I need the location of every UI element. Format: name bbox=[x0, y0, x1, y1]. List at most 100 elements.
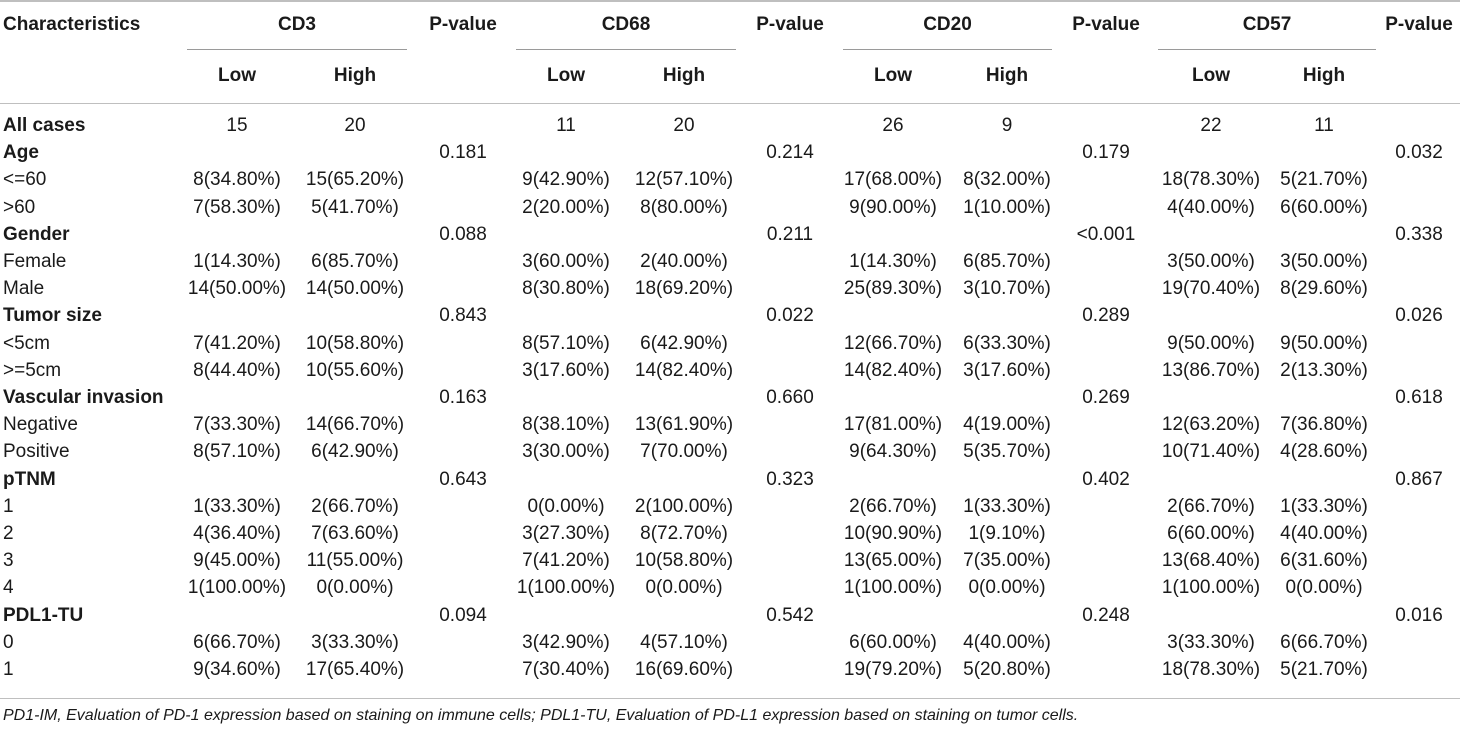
table-cell: 1(14.30%) bbox=[849, 251, 937, 272]
table-cell: 0(0.00%) bbox=[1285, 577, 1363, 599]
table-cell: 14(66.70%) bbox=[305, 414, 405, 436]
pvalue-cell: 0.867 bbox=[1395, 468, 1443, 490]
table-cell: 0(0.00%) bbox=[316, 577, 394, 599]
table-cell: 3(50.00%) bbox=[1167, 251, 1255, 272]
table-cell: 8(72.70%) bbox=[640, 523, 728, 544]
row-label: 3 bbox=[3, 550, 14, 572]
table-cell: 3(33.30%) bbox=[1167, 631, 1255, 653]
table-cell: 4(36.40%) bbox=[193, 523, 281, 544]
table-cell: 0(0.00%) bbox=[527, 495, 605, 517]
top-rule bbox=[0, 0, 1460, 2]
table-cell: 6(42.90%) bbox=[311, 441, 399, 463]
table-cell: 9 bbox=[1001, 115, 1013, 136]
table-cell: 1(33.30%) bbox=[963, 495, 1051, 517]
header-group-cd68: CD68 bbox=[601, 14, 651, 35]
header-pvalue-cd57: P-value bbox=[1385, 14, 1453, 35]
row-label: Positive bbox=[3, 441, 70, 463]
pvalue-cell: 0.289 bbox=[1082, 305, 1130, 327]
table-cell: 17(65.40%) bbox=[305, 659, 405, 680]
table-cell: 1(100.00%) bbox=[516, 577, 616, 599]
pvalue-cell: 0.179 bbox=[1082, 142, 1130, 164]
table-cell: 7(58.30%) bbox=[193, 196, 281, 218]
table-cell: 1(100.00%) bbox=[1161, 577, 1261, 599]
row-label: Negative bbox=[3, 414, 78, 436]
table-cell: 13(61.90%) bbox=[634, 414, 734, 436]
table-cell: 18(78.30%) bbox=[1161, 659, 1261, 680]
table-cell: 1(33.30%) bbox=[193, 495, 281, 517]
table-cell: 26 bbox=[882, 115, 904, 136]
table-cell: 13(68.40%) bbox=[1161, 550, 1261, 572]
table-cell: 10(90.90%) bbox=[843, 523, 943, 544]
pvalue-cell: 0.402 bbox=[1082, 468, 1130, 490]
table-cell: 6(60.00%) bbox=[849, 631, 937, 653]
table-cell: 0(0.00%) bbox=[645, 577, 723, 599]
table-cell: 6(60.00%) bbox=[1167, 523, 1255, 544]
table-cell: 7(70.00%) bbox=[640, 441, 728, 463]
table-cell: 2(66.70%) bbox=[1167, 495, 1255, 517]
table-cell: 7(35.00%) bbox=[963, 550, 1051, 572]
table-cell: 7(41.20%) bbox=[522, 550, 610, 572]
row-label: Vascular invasion bbox=[3, 387, 164, 408]
row-label: <5cm bbox=[3, 332, 50, 354]
table-cell: 10(58.80%) bbox=[305, 332, 405, 354]
table-cell: 3(50.00%) bbox=[1280, 251, 1368, 272]
table-cell: 14(82.40%) bbox=[634, 359, 734, 381]
pvalue-cell: 0.022 bbox=[766, 305, 814, 327]
pvalue-cell: 0.248 bbox=[1082, 604, 1130, 626]
header-pvalue-cd3: P-value bbox=[429, 14, 497, 35]
table-cell: 3(42.90%) bbox=[522, 631, 610, 653]
pvalue-cell: 0.211 bbox=[766, 223, 814, 245]
table-cell: 16(69.60%) bbox=[634, 659, 734, 680]
table-cell: 9(64.30%) bbox=[849, 441, 937, 463]
table-cell: 3(60.00%) bbox=[522, 251, 610, 272]
table-cell: 4(40.00%) bbox=[963, 631, 1051, 653]
table-cell: 6(42.90%) bbox=[640, 332, 728, 354]
table-cell: 8(30.80%) bbox=[522, 278, 610, 300]
table-cell: 9(42.90%) bbox=[522, 169, 610, 191]
row-label: Gender bbox=[3, 223, 70, 245]
table-cell: 20 bbox=[344, 115, 366, 136]
row-label: 2 bbox=[3, 523, 14, 544]
pvalue-cell: 0.269 bbox=[1082, 387, 1130, 408]
header-rule bbox=[0, 103, 1460, 104]
table-cell: 2(100.00%) bbox=[634, 495, 734, 517]
row-label: All cases bbox=[3, 115, 86, 136]
table-cell: 17(68.00%) bbox=[843, 169, 943, 191]
table-cell: 2(40.00%) bbox=[640, 251, 728, 272]
table-cell: 11 bbox=[1314, 115, 1334, 136]
table-cell: 4(40.00%) bbox=[1280, 523, 1368, 544]
table-cell: 4(28.60%) bbox=[1280, 441, 1368, 463]
row-label: Tumor size bbox=[3, 305, 102, 327]
row-label: <=60 bbox=[3, 169, 47, 191]
table-cell: 7(63.60%) bbox=[311, 523, 399, 544]
pvalue-cell: 0.026 bbox=[1395, 305, 1443, 327]
header-low-cd57: Low bbox=[1192, 65, 1230, 86]
table-cell: 10(71.40%) bbox=[1161, 441, 1261, 463]
table-cell: 8(32.00%) bbox=[963, 169, 1051, 191]
table-cell: 5(35.70%) bbox=[963, 441, 1051, 463]
table-cell: 15 bbox=[226, 115, 248, 136]
table-cell: 2(20.00%) bbox=[522, 196, 610, 218]
table-cell: 2(13.30%) bbox=[1280, 359, 1368, 381]
row-label: 0 bbox=[3, 631, 14, 653]
header-low-cd20: Low bbox=[874, 65, 912, 86]
table-cell: 3(10.70%) bbox=[963, 278, 1051, 300]
table-cell: 12(66.70%) bbox=[843, 332, 943, 354]
header-group-cd3: CD3 bbox=[277, 14, 316, 35]
table-cell: 25(89.30%) bbox=[843, 278, 943, 300]
table-cell: 1(33.30%) bbox=[1280, 495, 1368, 517]
table-cell: 8(57.10%) bbox=[522, 332, 610, 354]
pvalue-cell: 0.323 bbox=[766, 468, 814, 490]
row-label: Age bbox=[3, 142, 39, 164]
header-high-cd20: High bbox=[985, 65, 1029, 86]
table-cell: 5(21.70%) bbox=[1280, 659, 1368, 680]
table-cell: 0(0.00%) bbox=[968, 577, 1046, 599]
header-pvalue-cd68: P-value bbox=[756, 14, 824, 35]
group-underline-cd3 bbox=[187, 49, 407, 50]
table-cell: 14(50.00%) bbox=[305, 278, 405, 300]
table-cell: 8(44.40%) bbox=[193, 359, 281, 381]
header-low-cd68: Low bbox=[547, 65, 585, 86]
pvalue-cell: 0.618 bbox=[1395, 387, 1443, 408]
bottom-rule bbox=[0, 698, 1460, 699]
table-cell: 14(82.40%) bbox=[843, 359, 943, 381]
